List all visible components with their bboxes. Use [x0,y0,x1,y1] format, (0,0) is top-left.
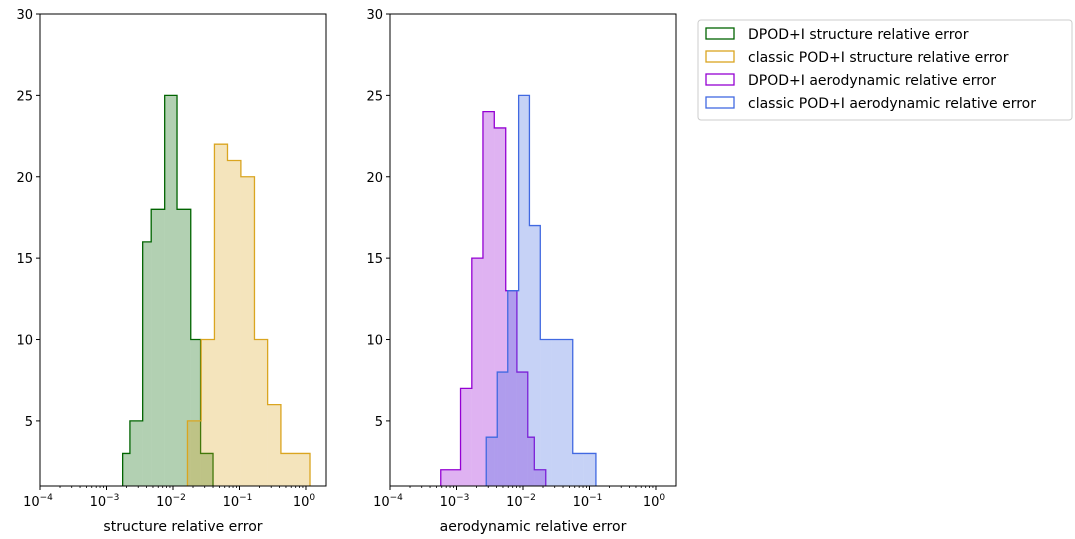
y-tick-label: 15 [366,252,383,267]
axes-frame [389,13,677,487]
y-tick-label: 20 [16,171,33,186]
histogram-bar [471,258,483,486]
x-tick-label: 10−3 [440,493,470,510]
legend-swatch [705,96,735,109]
histogram-bar [534,469,546,486]
y-tick-label: 25 [366,89,383,104]
histogram-bar [529,225,541,486]
histogram-bar [460,388,472,486]
histogram-bar [201,339,215,486]
histogram-bar [551,339,562,486]
x-tick-label: 10−4 [373,493,403,510]
histogram-bar [505,290,517,486]
x-tick-label: 10−1 [223,493,253,510]
x-axis-label: structure relative error [103,519,262,535]
histogram-outline [440,111,547,486]
histogram-outline [485,94,597,486]
histogram-bar [561,339,573,486]
histogram-bar [190,339,201,486]
histogram-bar [177,209,191,486]
histogram-outline [186,143,311,486]
x-tick-label: 10−4 [23,493,53,510]
y-tick-label: 5 [25,415,33,430]
histogram-bar [227,160,241,486]
legend-swatch [705,73,735,86]
x-tick-label: 10−2 [156,493,186,510]
histogram-series-1 [485,94,597,487]
legend-label: DPOD+I aerodynamic relative error [748,73,996,89]
histogram-bar [267,404,281,486]
x-tick-label: 10−3 [90,493,120,510]
histogram-bar [497,372,508,486]
histogram-bar [482,111,495,486]
histogram-bar [516,372,528,486]
x-tick-label: 100 [643,493,666,510]
y-tick-label: 15 [16,252,33,267]
histogram-bar [254,339,268,486]
histogram-bar [214,144,228,486]
histogram-bar [187,420,202,486]
x-tick-label: 10−2 [506,493,536,510]
y-tick-label: 5 [375,415,383,430]
histogram-bar [486,437,498,486]
histogram-bar [280,453,311,486]
histogram-bar [572,453,584,486]
x-tick-label: 100 [293,493,316,510]
histogram-bar [494,127,506,487]
legend-swatch [705,50,735,63]
histogram-bar [164,95,178,487]
histogram-bar [518,95,530,487]
y-tick-label: 30 [366,8,383,23]
axes-frame [39,13,327,487]
histogram-bar [122,453,130,486]
histogram-bar [129,420,143,486]
y-tick-label: 30 [16,8,33,23]
histogram-series-1 [186,143,311,487]
x-axis-label: aerodynamic relative error [440,519,627,535]
histogram-bar [142,241,152,486]
histogram-series-0 [440,111,547,487]
histogram-bar [440,469,461,486]
legend-label: classic POD+I structure relative error [748,50,1009,66]
legend: DPOD+I structure relative error classic P… [697,19,1073,121]
y-tick-label: 10 [16,334,33,349]
histogram-bar [200,453,214,486]
y-tick-label: 20 [366,171,383,186]
x-tick-label: 10−1 [573,493,603,510]
histogram-bar [151,209,165,486]
legend-swatch [705,27,735,40]
histogram-bar [583,453,596,486]
histogram-bar [527,437,535,486]
structure-histogram-panel: 5 10 15 20 25 30 10−4 10−3 10−2 10−1 100 structure … [16,8,327,535]
y-tick-label: 25 [16,89,33,104]
histogram-bar [507,290,519,486]
aerodynamic-histogram-panel: 5 10 15 20 25 30 10−4 10−3 10−2 10−1 100 aerodynami… [366,8,677,535]
histogram-bar [540,339,552,486]
legend-box [697,19,1073,121]
histogram-bar [240,176,255,487]
legend-label: classic POD+I aerodynamic relative error [748,96,1036,112]
y-tick-label: 10 [366,334,383,349]
legend-label: DPOD+I structure relative error [748,27,969,43]
